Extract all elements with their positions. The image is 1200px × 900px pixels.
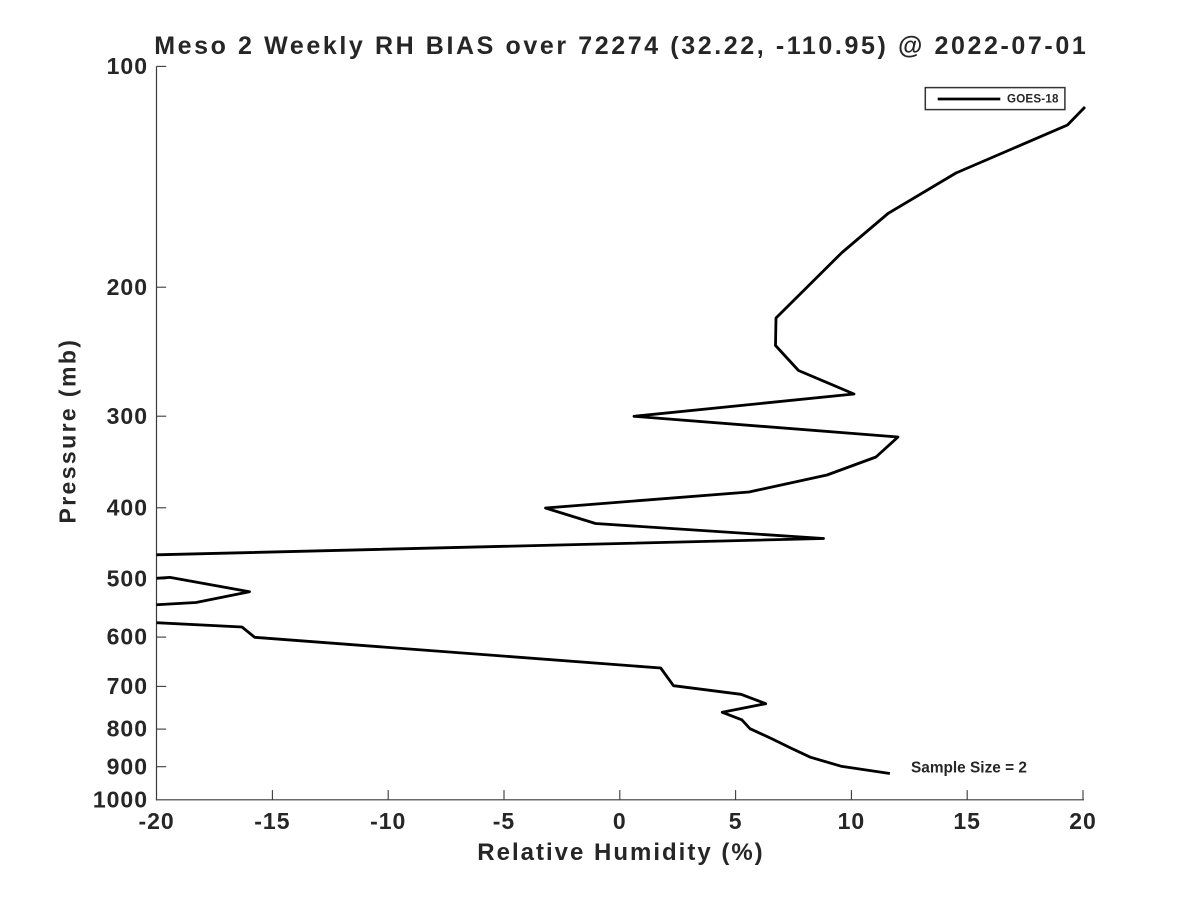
svg-text:400: 400 [107, 494, 148, 520]
svg-text:0: 0 [613, 808, 627, 834]
svg-text:700: 700 [107, 673, 148, 699]
svg-text:Relative Humidity (%): Relative Humidity (%) [477, 839, 764, 866]
svg-text:15: 15 [953, 808, 981, 834]
svg-text:800: 800 [107, 716, 148, 742]
svg-text:-10: -10 [370, 808, 406, 834]
svg-text:900: 900 [107, 753, 148, 779]
svg-text:200: 200 [107, 274, 148, 300]
svg-text:10: 10 [838, 808, 866, 834]
svg-text:5: 5 [729, 808, 743, 834]
svg-text:Pressure (mb): Pressure (mb) [55, 338, 81, 524]
svg-text:Sample Size = 2: Sample Size = 2 [911, 760, 1027, 777]
svg-text:1000: 1000 [93, 786, 148, 812]
svg-text:20: 20 [1069, 808, 1097, 834]
svg-text:500: 500 [107, 565, 148, 591]
svg-text:Meso 2 Weekly RH BIAS over 722: Meso 2 Weekly RH BIAS over 72274 (32.22,… [154, 32, 1088, 60]
svg-text:GOES-18: GOES-18 [1007, 93, 1059, 106]
svg-text:600: 600 [107, 624, 148, 650]
svg-text:-15: -15 [254, 808, 290, 834]
svg-text:-5: -5 [493, 808, 515, 834]
svg-text:300: 300 [107, 403, 148, 429]
svg-text:-20: -20 [138, 808, 174, 834]
svg-text:100: 100 [107, 53, 148, 79]
